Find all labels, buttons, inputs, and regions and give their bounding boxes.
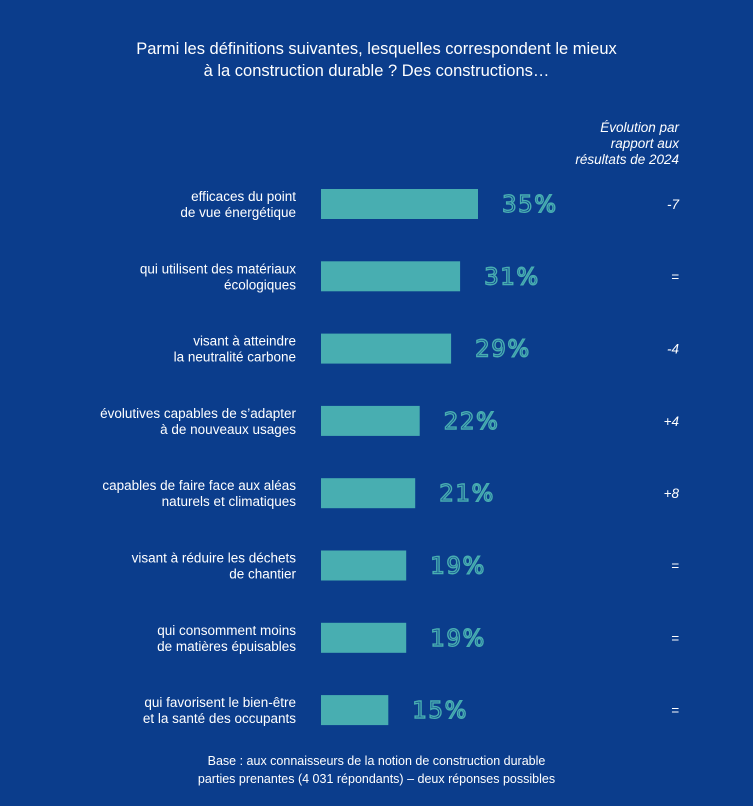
category-label-line: naturels et climatiques <box>162 494 297 509</box>
category-label-line: qui favorisent le bien-être <box>144 695 296 710</box>
evolution-value: = <box>671 269 679 284</box>
bar <box>321 550 407 581</box>
base-note: Base : aux connaisseurs de la notion de … <box>0 752 753 788</box>
value-label: 35% <box>502 192 558 218</box>
value-label: 19% <box>430 626 486 652</box>
category-label: qui consomment moins de matières épuisabl… <box>157 623 296 654</box>
chart-title-line-2: à la construction durable ? Des construc… <box>203 62 550 80</box>
category-label-line: visant à réduire les déchets <box>132 551 297 566</box>
bar-row-6: visant à réduire les déchets de chantier 1… <box>132 550 679 582</box>
category-label-line: écologiques <box>224 277 296 292</box>
evolution-header-line-1: Évolution par <box>600 120 679 135</box>
evolution-value: +4 <box>664 414 679 429</box>
category-label: évolutives capables de s’adapter à de nou… <box>100 406 296 437</box>
category-label-line: la neutralité carbone <box>174 350 296 365</box>
chart-title-line-1: Parmi les définitions suivantes, lesquel… <box>136 40 617 58</box>
category-label: qui favorisent le bien-être et la santé d… <box>143 695 296 726</box>
evolution-header-line-2: rapport aux <box>610 136 679 151</box>
category-label-line: capables de faire face aux aléas <box>102 478 296 493</box>
evolution-value: = <box>671 703 679 718</box>
category-label-line: de vue énergétique <box>180 205 296 220</box>
category-label: efficaces du point de vue énergétique <box>180 189 296 220</box>
category-label-line: visant à atteindre <box>193 334 296 349</box>
category-label: visant à réduire les déchets de chantier <box>132 551 297 582</box>
evolution-header-line-3: résultats de 2024 <box>575 152 679 167</box>
bar <box>321 622 407 653</box>
bar-row-4: évolutives capables de s’adapter à de nou… <box>100 405 679 437</box>
bar-row-5: capables de faire face aux aléas naturels… <box>102 478 679 509</box>
category-label: visant à atteindre la neutralité carbone <box>174 334 296 365</box>
bar <box>321 261 461 292</box>
value-label: 31% <box>484 264 540 290</box>
category-label-line: efficaces du point <box>191 189 296 204</box>
evolution-value: +8 <box>664 486 680 501</box>
category-label-line: à de nouveaux usages <box>160 422 296 437</box>
bar-row-2: qui utilisent des matériaux écologiques 31… <box>140 261 679 292</box>
bar <box>321 189 478 219</box>
base-note-line-2: parties prenantes (4 031 répondants) – d… <box>197 772 556 786</box>
evolution-column-header: Évolution par rapport aux résultats de 2… <box>519 120 679 168</box>
bar-row-8: qui favorisent le bien-être et la santé d… <box>143 695 679 726</box>
evolution-value: -7 <box>667 197 679 212</box>
bar-row-7: qui consomment moins de matières épuisabl… <box>157 622 679 654</box>
bar-row-1: efficaces du point de vue énergétique 35% -… <box>180 189 679 220</box>
bar <box>321 333 452 364</box>
category-label-line: qui utilisent des matériaux <box>140 261 296 276</box>
evolution-value: = <box>671 559 679 574</box>
bar-row-3: visant à atteindre la neutralité carbone 2… <box>174 333 679 365</box>
category-label-line: évolutives capables de s’adapter <box>100 406 296 421</box>
category-label-line: et la santé des occupants <box>143 711 296 726</box>
chart-title: Parmi les définitions suivantes, lesquel… <box>0 38 753 82</box>
value-label: 19% <box>430 554 486 580</box>
value-label: 29% <box>475 337 531 363</box>
category-label-line: qui consomment moins <box>157 623 296 638</box>
bar <box>321 405 420 436</box>
value-label: 15% <box>412 698 468 724</box>
value-label: 21% <box>439 481 495 507</box>
evolution-value: -4 <box>667 342 679 357</box>
category-label-line: de chantier <box>229 567 296 582</box>
bar <box>321 695 389 726</box>
category-label: capables de faire face aux aléas naturels… <box>102 478 296 509</box>
base-note-line-1: Base : aux connaisseurs de la notion de … <box>207 754 546 768</box>
category-label-line: de matières épuisables <box>157 639 296 654</box>
value-label: 22% <box>444 409 500 435</box>
bar <box>321 478 416 509</box>
category-label: qui utilisent des matériaux écologiques <box>140 261 296 292</box>
evolution-value: = <box>671 631 679 646</box>
